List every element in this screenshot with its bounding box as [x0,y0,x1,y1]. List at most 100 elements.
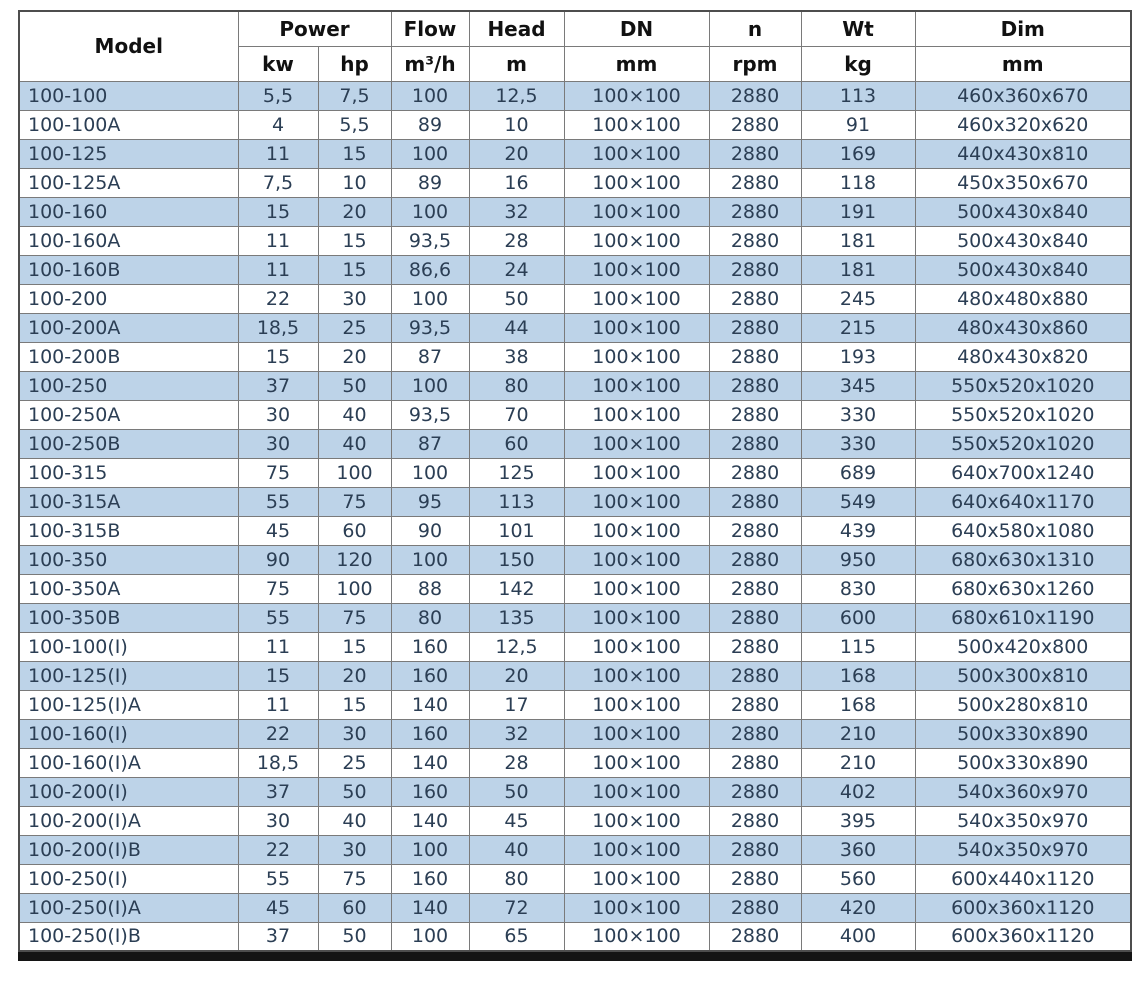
cell-rpm: 2880 [708,573,802,604]
cell-dn: 100×100 [563,109,710,140]
cell-flow: 160 [390,631,470,662]
table-row: 100-160(I)A 18,5 25 140 28 100×100 2880 … [18,747,1132,778]
cell-weight: 400 [800,921,916,952]
table-row: 100-200(I)A 30 40 140 45 100×100 2880 39… [18,805,1132,836]
cell-power-kw: 37 [237,921,319,952]
cell-rpm: 2880 [708,892,802,923]
cell-head: 38 [468,341,565,372]
cell-dim: 450x350x670 [914,167,1132,198]
cell-power-hp: 50 [317,776,392,807]
cell-model: 100-315A [18,486,239,517]
cell-dn: 100×100 [563,573,710,604]
cell-rpm: 2880 [708,486,802,517]
cell-flow: 140 [390,892,470,923]
cell-power-kw: 55 [237,486,319,517]
cell-weight: 689 [800,457,916,488]
cell-power-hp: 15 [317,138,392,169]
cell-flow: 100 [390,196,470,227]
cell-weight: 830 [800,573,916,604]
cell-flow: 100 [390,80,470,111]
cell-power-hp: 50 [317,370,392,401]
cell-model: 100-250(I)B [18,921,239,952]
cell-model: 100-250(I) [18,863,239,894]
cell-power-hp: 20 [317,660,392,691]
cell-weight: 549 [800,486,916,517]
table-row: 100-125A 7,5 10 89 16 100×100 2880 118 4… [18,167,1132,198]
cell-dn: 100×100 [563,341,710,372]
cell-dim: 680x610x1190 [914,602,1132,633]
cell-head: 50 [468,283,565,314]
cell-flow: 140 [390,747,470,778]
cell-dn: 100×100 [563,312,710,343]
cell-power-kw: 55 [237,863,319,894]
cell-model: 100-160B [18,254,239,285]
cell-rpm: 2880 [708,370,802,401]
cell-model: 100-160(I) [18,718,239,749]
col-header-flow-unit: m³/h [390,45,470,82]
table-row: 100-350 90 120 100 150 100×100 2880 950 … [18,544,1132,575]
table-row: 100-200 22 30 100 50 100×100 2880 245 48… [18,283,1132,314]
table-row: 100-315 75 100 100 125 100×100 2880 689 … [18,457,1132,488]
cell-power-kw: 4 [237,109,319,140]
cell-flow: 93,5 [390,312,470,343]
col-header-dim-unit: mm [914,45,1132,82]
table-row: 100-350B 55 75 80 135 100×100 2880 600 6… [18,602,1132,633]
cell-dim: 550x520x1020 [914,428,1132,459]
cell-head: 12,5 [468,631,565,662]
cell-weight: 215 [800,312,916,343]
cell-dim: 480x430x820 [914,341,1132,372]
cell-flow: 100 [390,544,470,575]
cell-weight: 402 [800,776,916,807]
cell-power-hp: 40 [317,428,392,459]
cell-head: 28 [468,747,565,778]
cell-head: 17 [468,689,565,720]
cell-rpm: 2880 [708,225,802,256]
cell-dim: 500x430x840 [914,225,1132,256]
cell-dim: 460x320x620 [914,109,1132,140]
cell-weight: 360 [800,834,916,865]
cell-power-hp: 60 [317,892,392,923]
cell-weight: 210 [800,747,916,778]
cell-dn: 100×100 [563,689,710,720]
cell-flow: 87 [390,428,470,459]
cell-dn: 100×100 [563,225,710,256]
cell-rpm: 2880 [708,457,802,488]
cell-rpm: 2880 [708,428,802,459]
cell-flow: 160 [390,660,470,691]
cell-model: 100-200A [18,312,239,343]
col-header-head: Head [468,10,565,47]
cell-power-hp: 25 [317,312,392,343]
cell-power-kw: 15 [237,660,319,691]
cell-rpm: 2880 [708,660,802,691]
col-header-model: Model [18,10,239,82]
col-header-dim: Dim [914,10,1132,47]
cell-flow: 89 [390,167,470,198]
cell-head: 125 [468,457,565,488]
cell-power-hp: 120 [317,544,392,575]
cell-dim: 600x360x1120 [914,892,1132,923]
cell-dn: 100×100 [563,863,710,894]
cell-dim: 480x430x860 [914,312,1132,343]
table-row: 100-250 37 50 100 80 100×100 2880 345 55… [18,370,1132,401]
cell-power-kw: 5,5 [237,80,319,111]
cell-power-hp: 100 [317,457,392,488]
cell-rpm: 2880 [708,109,802,140]
cell-rpm: 2880 [708,747,802,778]
cell-power-kw: 30 [237,428,319,459]
cell-rpm: 2880 [708,283,802,314]
table-row: 100-125(I)A 11 15 140 17 100×100 2880 16… [18,689,1132,720]
cell-dn: 100×100 [563,602,710,633]
cell-power-kw: 18,5 [237,747,319,778]
cell-flow: 160 [390,776,470,807]
col-header-n-unit: rpm [708,45,802,82]
cell-power-kw: 11 [237,254,319,285]
cell-model: 100-250B [18,428,239,459]
cell-dn: 100×100 [563,196,710,227]
cell-rpm: 2880 [708,602,802,633]
cell-power-kw: 75 [237,457,319,488]
table-row: 100-200B 15 20 87 38 100×100 2880 193 48… [18,341,1132,372]
cell-head: 32 [468,196,565,227]
cell-dn: 100×100 [563,254,710,285]
cell-head: 65 [468,921,565,952]
cell-dn: 100×100 [563,718,710,749]
